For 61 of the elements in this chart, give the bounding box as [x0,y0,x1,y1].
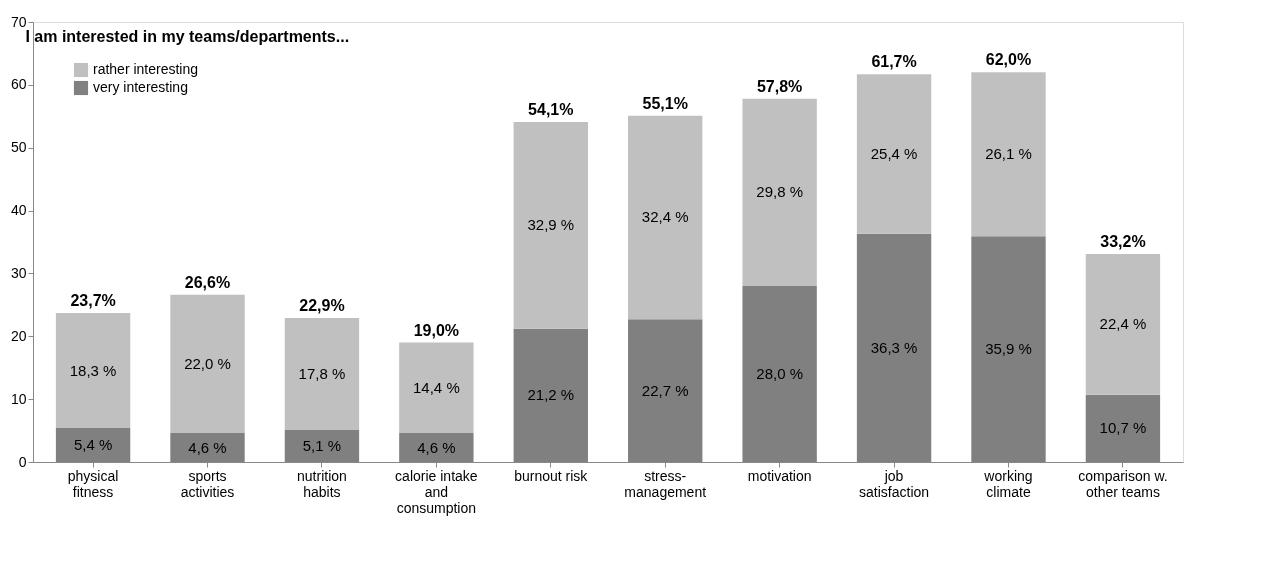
y-tick-label: 50 [10,139,27,156]
bar [55,313,131,429]
data-label: 35,9 % [985,340,1032,358]
data-label: 4,6 % [188,438,227,456]
total-label: 55,1% [642,94,688,112]
y-tick-label: 40 [10,202,27,219]
bar [742,98,817,286]
data-label: 22,7 % [641,381,689,399]
legend-label: rather interesting [93,61,199,77]
data-label: 36,3 % [870,338,918,356]
y-tick-label: 20 [10,327,27,344]
data-label: 22,0 % [184,354,231,372]
data-label: 22,4 % [1099,315,1147,333]
total-label: 23,7% [70,292,116,310]
x-tick-label: nutrition habits [297,467,347,500]
y-tick-label: 0 [18,453,27,470]
data-label: 4,6 % [417,438,456,456]
data-label: 26,1 % [985,145,1032,163]
data-label: 29,8 % [756,183,803,201]
data-label: 25,4 % [870,145,918,162]
bar [628,115,703,320]
x-tick-label: calorie intake and consumption [395,467,478,516]
bar [971,72,1046,237]
x-tick-label: comparison w. other teams [1078,467,1168,500]
data-label: 32,4 % [641,208,689,226]
bar [399,342,474,434]
x-tick-label: stress-management [624,467,707,500]
data-label: 5,1 % [302,436,342,454]
y-tick-label: 30 [10,264,27,281]
data-label: 5,4 % [73,436,113,454]
bar [1085,253,1161,395]
data-label: 18,3 % [69,361,117,379]
bar [513,121,588,329]
bar [284,318,360,430]
y-tick-label: 10 [10,390,27,407]
total-label: 33,2% [1100,232,1146,250]
data-label: 21,2 % [527,386,575,404]
chart-title: I am interested in my teams/departments... [25,28,350,45]
x-tick-label: physical fitness [67,467,119,500]
data-label: 14,4 % [413,378,460,396]
data-label: 17,8 % [298,365,346,382]
total-label: 57,8% [756,77,803,95]
y-tick-label: 60 [10,76,27,93]
data-label: 10,7 % [1099,419,1147,437]
total-label: 19,0% [413,321,460,339]
total-label: 26,6% [184,273,231,291]
bar [170,294,245,434]
total-label: 54,1% [528,100,574,118]
data-label: 32,9 % [527,216,575,234]
y-tick-label: 70 [10,13,27,30]
total-label: 62,0% [985,51,1032,69]
x-tick-label: burnout risk [514,467,589,484]
data-label: 28,0 % [756,365,803,382]
legend-label: very interesting [93,79,188,95]
x-tick-label: working climate [983,467,1033,500]
x-tick-label: motivation [747,467,812,484]
total-label: 61,7% [871,53,917,71]
x-tick-label: sports activities [180,467,235,500]
total-label: 22,9% [299,297,345,315]
bar [856,74,932,234]
x-tick-label: job satisfaction [859,467,930,500]
